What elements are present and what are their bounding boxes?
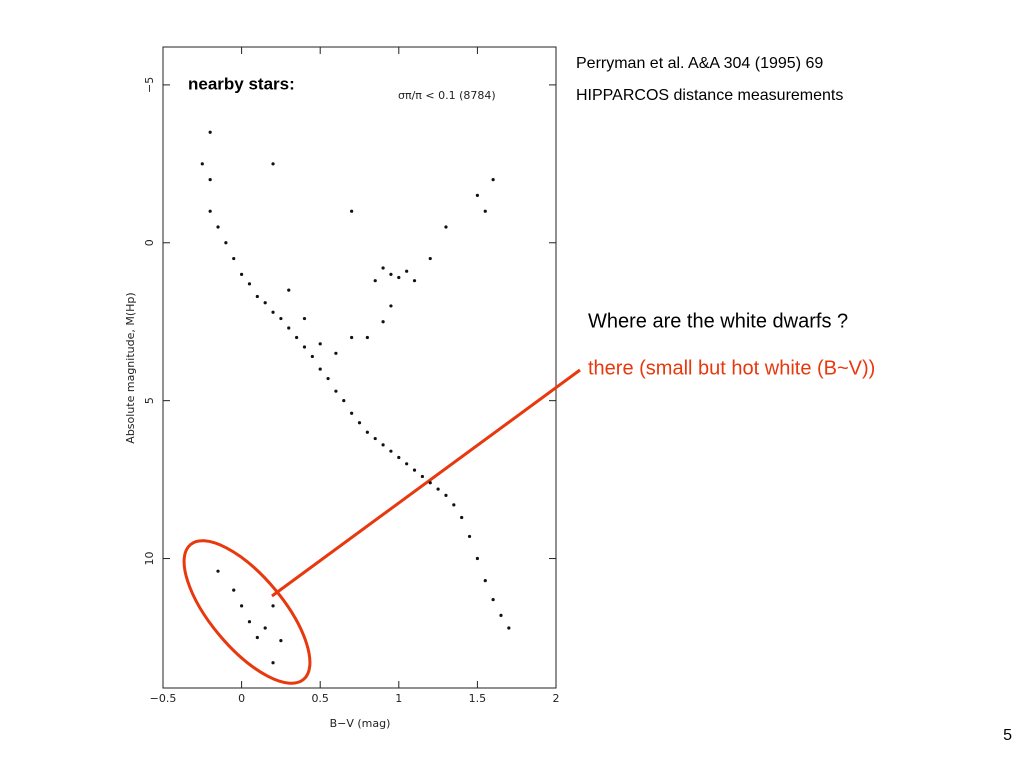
star-point — [436, 487, 440, 491]
y-axis-label: Absolute magnitude, M(Hp) — [124, 292, 137, 443]
star-point — [208, 130, 212, 134]
star-point — [240, 604, 244, 608]
star-point — [271, 162, 275, 166]
star-point — [420, 474, 424, 479]
star-point — [460, 515, 464, 520]
star-point — [357, 421, 362, 425]
y-tick-label: 0 — [143, 239, 156, 246]
star-point — [405, 462, 409, 466]
star-point — [224, 241, 228, 245]
star-point — [381, 320, 385, 324]
star-point — [279, 316, 283, 321]
y-tick-label: 5 — [143, 397, 156, 404]
annotation: σπ/π < 0.1 (8784) — [398, 89, 496, 102]
star-point — [412, 279, 417, 283]
star-point — [326, 376, 330, 381]
star-point — [389, 449, 393, 453]
x-axis-label: B−V (mag) — [330, 717, 391, 730]
x-tick-label: 2 — [553, 692, 560, 705]
star-point — [444, 493, 448, 497]
star-point — [412, 468, 417, 472]
pointer-line — [271, 368, 581, 598]
star-point — [405, 269, 409, 273]
star-point — [255, 635, 259, 640]
star-point — [499, 613, 503, 617]
star-point — [240, 272, 244, 276]
star-point — [483, 579, 487, 583]
plot-frame — [162, 46, 557, 689]
x-tick-label: 1 — [395, 692, 402, 705]
x-tick-label: −0.5 — [150, 692, 177, 705]
x-tick-label: 1.5 — [469, 692, 487, 705]
star-point — [373, 279, 377, 283]
star-point — [279, 639, 283, 643]
star-point — [350, 411, 354, 415]
star-point — [200, 162, 204, 166]
highlight-ellipse — [182, 539, 312, 685]
star-point — [232, 588, 236, 592]
page-number: 5 — [1003, 727, 1012, 744]
x-tick-label: 0.5 — [311, 692, 329, 705]
reference: Perryman et al. A&A 304 (1995) 69 — [576, 55, 823, 72]
y-tick-label: −5 — [143, 77, 156, 93]
star-point — [444, 225, 448, 229]
star-point — [295, 335, 299, 340]
x-tick-label: 0 — [238, 692, 245, 705]
star-point — [247, 282, 252, 286]
star-point — [271, 604, 275, 608]
star-point — [397, 275, 401, 280]
star-point — [428, 481, 432, 485]
star-point — [381, 266, 385, 270]
star-point — [318, 342, 322, 346]
star-point — [216, 225, 220, 229]
star-point — [255, 294, 259, 299]
answer: there (small but hot white (B~V)) — [588, 357, 875, 379]
star-point — [334, 351, 338, 355]
star-point — [318, 367, 322, 371]
star-point — [216, 569, 220, 573]
star-point — [507, 626, 511, 630]
chart-title: nearby stars: — [188, 74, 295, 93]
star-point — [381, 443, 385, 447]
star-point — [491, 178, 495, 182]
star-point — [467, 534, 472, 539]
star-point — [365, 335, 369, 340]
star-point — [287, 326, 291, 330]
star-point — [483, 209, 487, 213]
y-tick-label: 10 — [143, 552, 156, 566]
star-point — [373, 436, 377, 441]
star-point — [475, 193, 479, 198]
question: Where are the white dwarfs ? — [588, 310, 848, 332]
star-point — [389, 304, 393, 308]
star-point — [342, 399, 346, 403]
star-point — [452, 503, 456, 507]
star-point — [334, 389, 338, 393]
star-point — [247, 620, 252, 624]
star-point — [263, 301, 267, 305]
star-point — [271, 310, 275, 314]
star-point — [350, 209, 354, 213]
star-point — [208, 178, 212, 182]
dataset: HIPPARCOS distance measurements — [576, 87, 843, 104]
star-point — [310, 354, 314, 359]
star-point — [491, 597, 495, 602]
plot-marks: −0.5 0 0.5 1 1.5 2 −5 0 5 10 — [143, 47, 560, 705]
star-point — [208, 209, 212, 213]
star-point — [287, 288, 291, 292]
star-point — [350, 335, 354, 340]
star-point — [263, 626, 267, 630]
star-point — [397, 455, 401, 460]
star-point — [302, 345, 307, 349]
star-point — [428, 256, 432, 261]
star-point — [475, 556, 479, 561]
star-point — [232, 256, 236, 261]
star-point — [389, 272, 393, 276]
star-point — [365, 430, 369, 434]
star-point — [271, 661, 275, 665]
star-point — [302, 316, 307, 321]
